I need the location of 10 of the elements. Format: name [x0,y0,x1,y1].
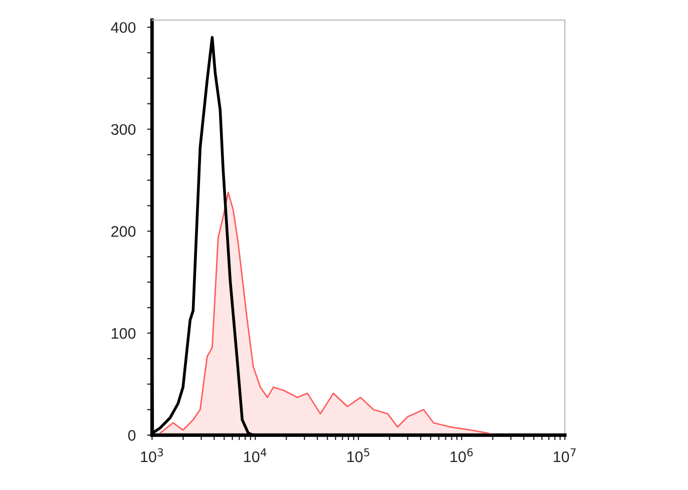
x-tick-label: 10$^{7}$ [554,448,576,462]
x-tick-label: 10$^{5}$ [347,448,370,462]
y-tick-label: 300 [111,124,136,135]
y-tick-label: 0 [128,430,136,441]
y-tick-label: 100 [112,328,136,339]
x-tick-label: 10$^{3}$ [140,448,163,462]
x-tick-label: 10$^{4}$ [244,448,266,462]
x-tick-label: 10$^{6}$ [450,448,473,462]
y-tick-label: 400 [110,22,136,33]
y-tick-label: 200 [111,226,136,237]
